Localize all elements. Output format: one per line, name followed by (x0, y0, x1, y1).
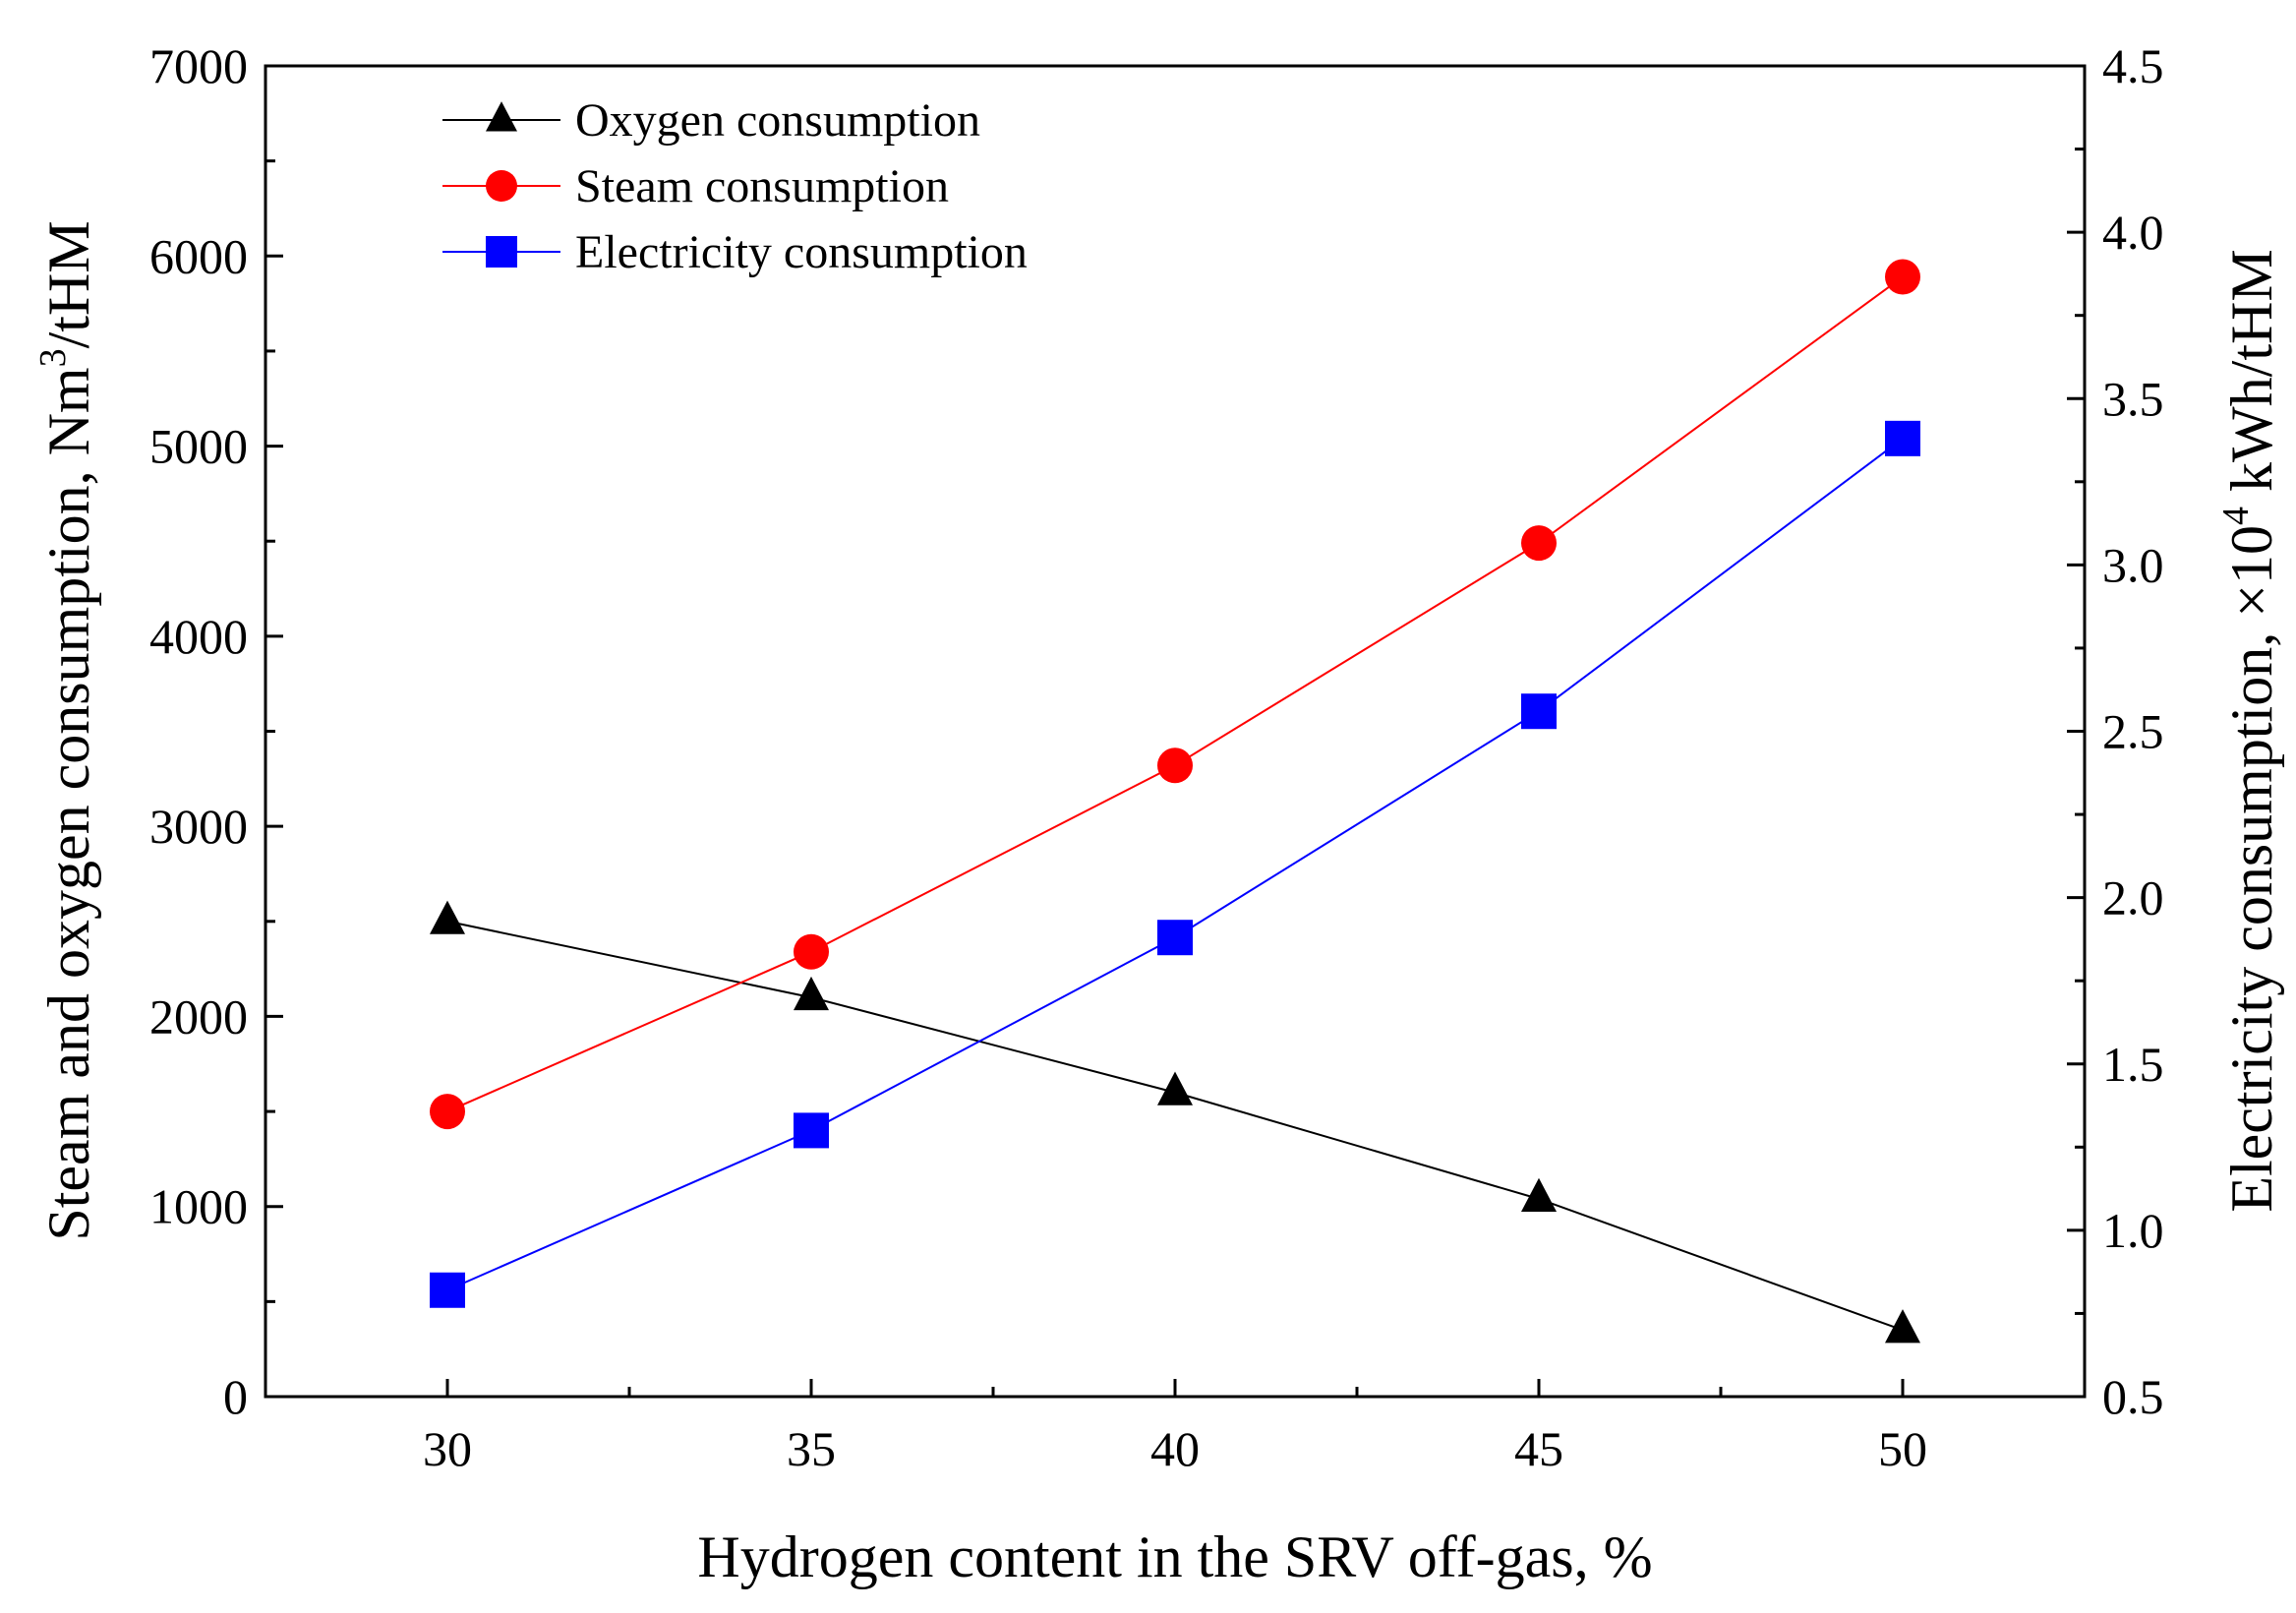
legend-marker-circle (486, 170, 517, 202)
electricity-point (1521, 693, 1557, 730)
y-left-tick-label: 7000 (149, 38, 248, 93)
oxygen-point (1157, 1071, 1193, 1105)
legend-item-steam: Steam consumption (442, 160, 949, 212)
electricity-point (794, 1112, 829, 1149)
y-left-tick-label: 1000 (149, 1179, 248, 1234)
y-left-title-suffix: /tHM (36, 220, 101, 348)
oxygen-point (794, 976, 829, 1011)
x-tick-label: 30 (423, 1421, 472, 1476)
y-axis-right-title: Electricity consumption, ×104 kWh/tHM (2215, 249, 2284, 1212)
y-left-title-sup: 3 (32, 348, 74, 367)
y-left-title-text: Steam and oxygen consumption, Nm (36, 367, 101, 1240)
legend-label: Electricity consumption (575, 226, 1028, 278)
steam-point (1157, 747, 1193, 784)
oxygen-series (430, 900, 1920, 1344)
y-left-tick-label: 2000 (149, 988, 248, 1044)
legend-item-oxygen: Oxygen consumption (442, 94, 980, 147)
oxygen-point (1521, 1177, 1557, 1212)
y-right-tick-label: 3.5 (2102, 371, 2164, 426)
legend-marker-square (486, 236, 517, 268)
y-right-tick-label: 2.5 (2102, 704, 2164, 759)
y-right-tick-label: 0.5 (2102, 1369, 2164, 1424)
oxygen-point (1885, 1309, 1920, 1344)
steam-point (1885, 259, 1920, 295)
electricity-line (446, 438, 1904, 1291)
legend-label: Steam consumption (575, 160, 949, 212)
electricity-point (430, 1272, 465, 1308)
oxygen-line (446, 920, 1904, 1332)
y-left-tick-label: 5000 (149, 419, 248, 474)
y-right-title-suffix: kWh/tHM (2219, 249, 2284, 507)
series-layer (430, 259, 1920, 1344)
x-tick-label: 50 (1878, 1421, 1927, 1476)
electricity-point (1885, 420, 1920, 456)
y-left-tick-label: 3000 (149, 799, 248, 854)
y-right-tick-label: 4.5 (2102, 38, 2164, 93)
ticks: 30 35 40 45 50 0 1000 2000 3000 4000 5000 6000 7000 0… (149, 38, 2164, 1476)
steam-point (1521, 525, 1557, 562)
y-right-tick-label: 3.0 (2102, 537, 2164, 592)
x-tick-label: 35 (787, 1421, 836, 1476)
x-tick-label: 40 (1150, 1421, 1200, 1476)
y-right-tick-label: 1.5 (2102, 1037, 2164, 1092)
legend-item-electricity: Electricity consumption (442, 226, 1028, 278)
electricity-series (430, 420, 1920, 1308)
steam-point (794, 933, 829, 970)
legend: Oxygen consumption Steam consumption Elect… (442, 94, 1028, 278)
y-right-title-sup: 4 (2215, 507, 2257, 525)
y-right-title-text: Electricity consumption, ×10 (2219, 525, 2284, 1213)
y-right-tick-label: 2.0 (2102, 870, 2164, 926)
electricity-point (1157, 920, 1193, 956)
y-left-tick-label: 6000 (149, 228, 248, 283)
x-tick-label: 45 (1514, 1421, 1563, 1476)
oxygen-point (430, 900, 465, 934)
x-axis-title: Hydrogen content in the SRV off-gas, % (697, 1524, 1652, 1589)
y-right-tick-label: 1.0 (2102, 1203, 2164, 1258)
y-left-tick-label: 0 (223, 1369, 248, 1424)
y-left-tick-label: 4000 (149, 609, 248, 664)
steam-point (430, 1094, 465, 1130)
legend-marker-triangle (486, 101, 517, 132)
steam-line (446, 275, 1904, 1112)
plot-frame (264, 64, 2087, 1399)
y-right-tick-label: 4.0 (2102, 205, 2164, 260)
legend-label: Oxygen consumption (575, 94, 980, 147)
y-axis-left-title: Steam and oxygen consumption, Nm3/tHM (32, 220, 101, 1240)
steam-series (430, 259, 1920, 1130)
